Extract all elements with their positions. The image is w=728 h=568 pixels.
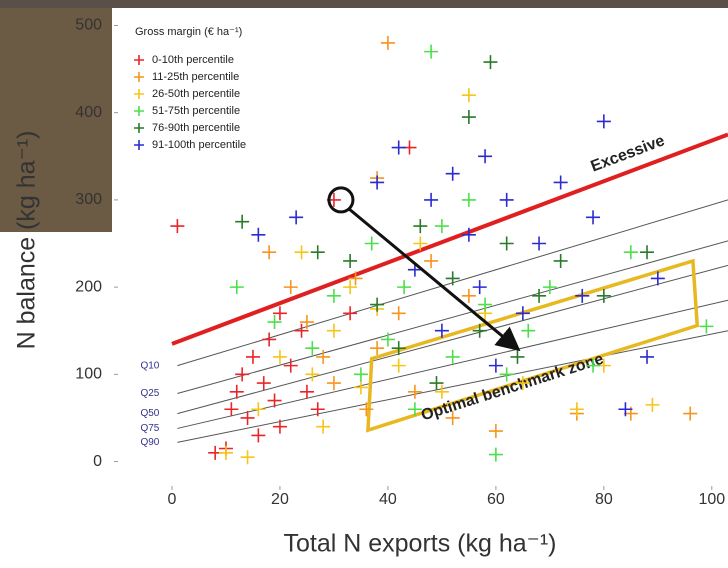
x-tick-label: 0	[168, 491, 177, 508]
x-tick-label: 40	[379, 491, 397, 508]
photo-strip	[0, 0, 728, 8]
legend-label: 91-100th percentile	[152, 139, 246, 151]
y-tick-label: 0	[93, 453, 102, 470]
x-tick-label: 100	[698, 491, 725, 508]
quantile-label: Q90	[140, 437, 159, 448]
y-tick-label: 500	[75, 17, 102, 34]
page: {"chart_data": { "type": "scatter", "xla…	[0, 0, 728, 568]
legend-label: 0-10th percentile	[152, 54, 234, 66]
x-tick-label: 20	[271, 491, 289, 508]
y-tick-label: 200	[75, 278, 102, 295]
legend-label: 11-25th percentile	[152, 71, 239, 83]
y-tick-label: 400	[75, 104, 102, 121]
quantile-label: Q50	[140, 408, 159, 419]
legend-label: 76-90th percentile	[152, 122, 240, 134]
quantile-label: Q75	[140, 423, 159, 434]
y-tick-label: 300	[75, 191, 102, 208]
legend-label: 26-50th percentile	[152, 88, 240, 100]
chart: Total N exports (kg ha⁻¹) N balance (kg …	[0, 0, 728, 563]
y-tick-label: 100	[75, 366, 102, 383]
y-axis-title: N balance (kg ha⁻¹)	[13, 131, 41, 350]
legend-label: 51-75th percentile	[152, 105, 240, 117]
quantile-label: Q10	[140, 360, 159, 371]
x-tick-label: 80	[595, 491, 613, 508]
x-tick-label: 60	[487, 491, 505, 508]
legend-title: Gross margin (€ ha⁻¹)	[135, 26, 242, 38]
quantile-label: Q25	[140, 388, 159, 399]
x-axis-title: Total N exports (kg ha⁻¹)	[283, 530, 556, 558]
